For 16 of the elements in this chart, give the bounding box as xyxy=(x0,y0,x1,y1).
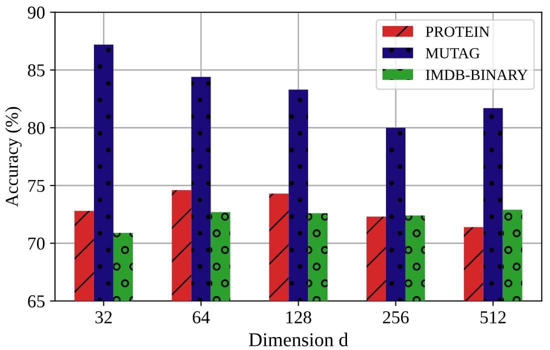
legend-label: IMDB-BINARY xyxy=(426,70,528,80)
x-tick-label: 512 xyxy=(480,311,506,324)
x-tick-label: 256 xyxy=(382,311,409,324)
legend-label: MUTAG xyxy=(426,48,480,58)
y-tick-label: 75 xyxy=(28,180,45,192)
x-tick-label: 32 xyxy=(96,311,112,324)
x-tick-label: 128 xyxy=(286,311,312,324)
y-axis-title: Accuracy (%) xyxy=(5,107,22,207)
y-tick-label: 70 xyxy=(28,238,45,250)
x-axis-title: Dimension d xyxy=(248,332,348,346)
y-tick-label: 90 xyxy=(28,6,45,19)
x-tick-label: 64 xyxy=(192,311,210,324)
y-tick-label: 65 xyxy=(28,295,45,308)
legend-label: PROTEIN xyxy=(426,26,490,37)
y-tick-label: 80 xyxy=(28,122,45,134)
y-tick-label: 85 xyxy=(28,64,45,76)
